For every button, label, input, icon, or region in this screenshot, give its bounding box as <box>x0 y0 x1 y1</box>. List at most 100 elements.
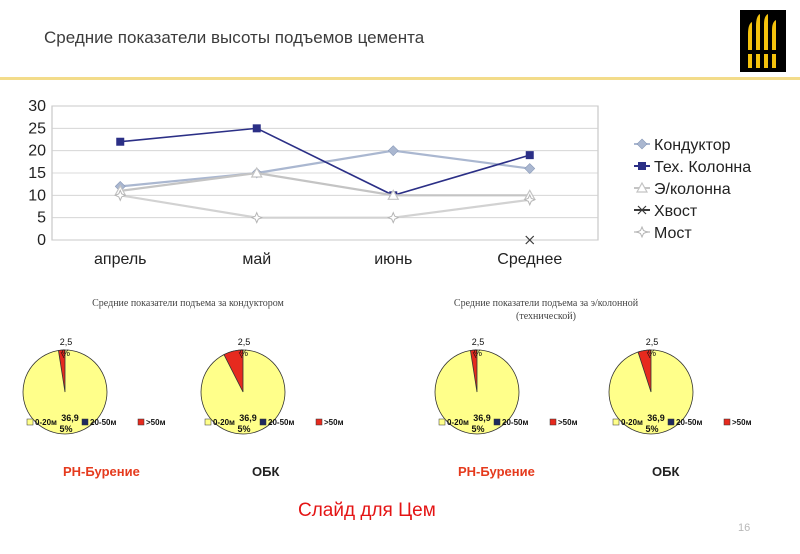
pie-legend-swatch <box>549 418 557 426</box>
pie-top-label: % <box>474 348 482 358</box>
series-marker <box>250 211 264 224</box>
pie-legend-label: >50м <box>558 418 578 427</box>
y-tick-label: 30 <box>28 98 46 115</box>
pie-legend-swatch <box>259 418 267 426</box>
pie-chart-2: 2,5% 36,95%0-20м 20-50м >50м <box>200 337 344 435</box>
pie-top-label: % <box>240 348 248 358</box>
legend-entry: Мост <box>634 225 692 242</box>
pie-legend-swatch <box>137 418 145 426</box>
pie-label-obk-2: ОБК <box>652 464 680 479</box>
pie-legend-swatch <box>493 418 501 426</box>
legend-label: Тех. Колонна <box>654 159 751 176</box>
pie-label-obk-1: ОБК <box>252 464 280 479</box>
series-3 <box>525 235 535 245</box>
legend-entry: Э/колонна <box>634 181 731 198</box>
x-tick-label: май <box>242 251 271 268</box>
series-marker <box>386 211 400 224</box>
series-marker <box>387 189 400 200</box>
pie-legend-swatch <box>204 418 212 426</box>
pie-slice-over-50 <box>637 349 652 393</box>
pie-legend-swatch <box>315 418 323 426</box>
pie-center-label: 5% <box>645 424 658 434</box>
y-tick-label: 20 <box>28 143 46 160</box>
series-marker <box>638 162 646 170</box>
pie-legend-label: >50м <box>324 418 344 427</box>
series-marker <box>250 166 263 178</box>
series-marker <box>113 189 127 202</box>
series-marker <box>636 138 648 150</box>
pie-legend-label: 0-20м <box>35 418 57 427</box>
pie-group-caption-ekolonna: Средние показатели подъема за э/колонной… <box>453 298 639 322</box>
legend-label: Э/колонна <box>654 181 731 198</box>
series-marker <box>524 163 536 174</box>
pie-slice-over-50 <box>469 349 478 393</box>
pie-legend-label: >50м <box>146 418 166 427</box>
series-marker <box>116 137 125 146</box>
series-line <box>120 127 530 197</box>
pie-top-label: 2,5 <box>646 337 659 347</box>
series-line <box>120 149 530 188</box>
pie-legend-label: 20-50м <box>268 418 294 427</box>
series-marker <box>635 225 649 239</box>
pie-legend-swatch <box>26 418 34 426</box>
pie-legend-swatch <box>612 418 620 426</box>
series-4 <box>113 189 537 224</box>
legend-label: Кондуктор <box>654 137 731 154</box>
header-rule <box>0 77 800 80</box>
x-tick-label: Среднее <box>497 251 562 268</box>
x-tick-label: июнь <box>374 251 412 268</box>
pie-top-label: 2,5 <box>238 337 251 347</box>
y-tick-label: 25 <box>28 120 46 137</box>
pie-legend-swatch <box>438 418 446 426</box>
pie-top-label: % <box>648 348 656 358</box>
pie-center-label: 36,9 <box>647 413 665 423</box>
slide-number: 16 <box>738 522 751 534</box>
pie-legend-label: 0-20м <box>447 418 469 427</box>
pie-legend-swatch <box>667 418 675 426</box>
pie-chart-3: 2,5% 36,95%0-20м 20-50м >50м <box>434 337 578 435</box>
series-marker <box>637 205 647 215</box>
series-line <box>120 171 530 197</box>
pie-label-rn-burenie-1: РН-Бурение <box>63 464 140 479</box>
pie-center-label: 5% <box>237 424 250 434</box>
series-marker <box>252 124 261 133</box>
legend-entry: Кондуктор <box>634 137 731 154</box>
pie-chart-1: 2,5% 36,95%0-20м 20-50м >50м <box>22 337 166 435</box>
line-chart: 0 5 10 15 20 25 30 апрель май июнь Среднее Кондукто… <box>28 98 751 268</box>
pie-top-label: 2,5 <box>472 337 485 347</box>
pie-legend-label: >50м <box>732 418 752 427</box>
legend-label: Мост <box>654 225 692 242</box>
pie-legend-label: 20-50м <box>676 418 702 427</box>
pie-leader-line <box>646 351 651 359</box>
pie-top-label: % <box>62 348 70 358</box>
pie-center-label: 5% <box>471 424 484 434</box>
y-tick-label: 0 <box>37 232 46 249</box>
y-tick-label: 5 <box>37 210 46 227</box>
pie-slice-over-50 <box>57 349 66 393</box>
pie-slice-over-50 <box>223 349 244 393</box>
series-line <box>120 194 530 219</box>
legend-entry: Хвост <box>634 203 698 220</box>
series-marker <box>525 151 534 160</box>
pie-leader-line <box>238 351 243 359</box>
y-tick-label: 15 <box>28 165 46 182</box>
series-marker <box>635 181 649 193</box>
pie-center-label: 36,9 <box>239 413 257 423</box>
legend-entry: Тех. Колонна <box>634 159 751 176</box>
pie-chart-4: 2,5% 36,95%0-20м 20-50м >50м <box>608 337 752 435</box>
pie-legend-swatch <box>81 418 89 426</box>
pie-legend-swatch <box>723 418 731 426</box>
pie-group-caption-konduktor: Средние показатели подъема за кондукторо… <box>92 298 284 309</box>
x-tick-label: апрель <box>94 251 147 268</box>
series-marker <box>523 193 537 207</box>
pie-leader-line <box>60 351 65 359</box>
pie-top-label: 2,5 <box>60 337 73 347</box>
pie-legend-label: 0-20м <box>621 418 643 427</box>
pie-label-rn-burenie-2: РН-Бурение <box>458 464 535 479</box>
pie-center-label: 36,9 <box>473 413 491 423</box>
pie-center-label: 36,9 <box>61 413 79 423</box>
pie-center-label: 5% <box>59 424 72 434</box>
slide-title: Средние показатели высоты подъемов цемен… <box>44 28 425 47</box>
pie-legend-label: 20-50м <box>502 418 528 427</box>
series-marker <box>525 235 535 245</box>
